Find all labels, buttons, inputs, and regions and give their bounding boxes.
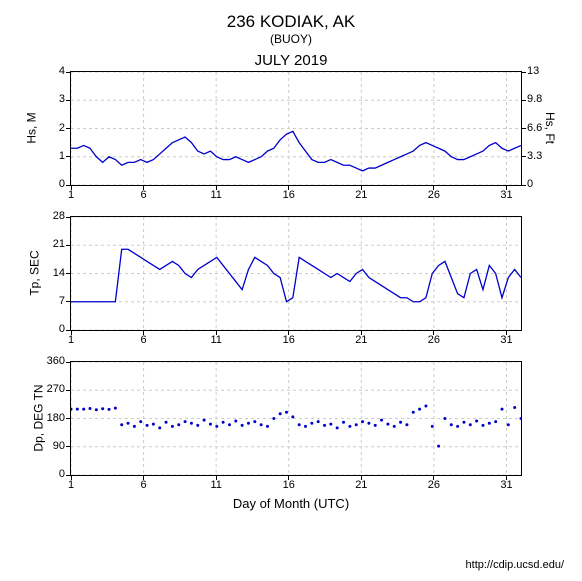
xtick-label: 16 bbox=[281, 189, 297, 201]
ylabel-hs-ft: Hs, Ft bbox=[543, 112, 557, 144]
xtick-label: 21 bbox=[353, 334, 369, 346]
month-title: JULY 2019 bbox=[0, 52, 582, 69]
ytick-label-right: 6.6 bbox=[527, 122, 542, 134]
ytick-label: 90 bbox=[53, 440, 65, 452]
ylabel-tp: Tp, SEC bbox=[28, 250, 42, 295]
xtick-label: 16 bbox=[281, 479, 297, 491]
ytick-label: 270 bbox=[47, 383, 65, 395]
ytick-label-right: 13 bbox=[527, 65, 539, 77]
xtick-label: 21 bbox=[353, 479, 369, 491]
ytick-label: 14 bbox=[53, 267, 65, 279]
ytick-label: 360 bbox=[47, 355, 65, 367]
chart-dp: 090180270360161116212631 bbox=[70, 361, 522, 476]
xtick-label: 1 bbox=[63, 189, 79, 201]
ytick-label-right: 3.3 bbox=[527, 150, 542, 162]
chart-tp: 07142128161116212631 bbox=[70, 216, 522, 331]
xtick-label: 11 bbox=[208, 479, 224, 491]
ytick-label: 180 bbox=[47, 412, 65, 424]
xtick-label: 11 bbox=[208, 189, 224, 201]
xtick-label: 26 bbox=[426, 334, 442, 346]
ytick-label: 2 bbox=[59, 122, 65, 134]
xtick-label: 1 bbox=[63, 479, 79, 491]
footer-url: http://cdip.ucsd.edu/ bbox=[466, 559, 564, 571]
ylabel-hs-m: Hs, M bbox=[25, 112, 39, 143]
xtick-label: 31 bbox=[498, 334, 514, 346]
xtick-label: 1 bbox=[63, 334, 79, 346]
xtick-label: 11 bbox=[208, 334, 224, 346]
xaxis-label: Day of Month (UTC) bbox=[0, 496, 582, 511]
xtick-label: 16 bbox=[281, 334, 297, 346]
xtick-label: 26 bbox=[426, 189, 442, 201]
xtick-label: 26 bbox=[426, 479, 442, 491]
station-title: 236 KODIAK, AK bbox=[0, 12, 582, 32]
station-subtitle: (BUOY) bbox=[0, 32, 582, 46]
xtick-label: 6 bbox=[136, 189, 152, 201]
ylabel-dp: Dp, DEG TN bbox=[32, 384, 46, 451]
xtick-label: 31 bbox=[498, 189, 514, 201]
ytick-label-right: 0 bbox=[527, 178, 533, 190]
xtick-label: 21 bbox=[353, 189, 369, 201]
ytick-label: 21 bbox=[53, 238, 65, 250]
ytick-label: 3 bbox=[59, 93, 65, 105]
ytick-label-right: 9.8 bbox=[527, 93, 542, 105]
ytick-label: 28 bbox=[53, 210, 65, 222]
xtick-label: 6 bbox=[136, 479, 152, 491]
ytick-label: 1 bbox=[59, 150, 65, 162]
chart-hs: 0123403.36.69.813161116212631 bbox=[70, 71, 522, 186]
xtick-label: 6 bbox=[136, 334, 152, 346]
ytick-label: 4 bbox=[59, 65, 65, 77]
ytick-label: 7 bbox=[59, 295, 65, 307]
xtick-label: 31 bbox=[498, 479, 514, 491]
